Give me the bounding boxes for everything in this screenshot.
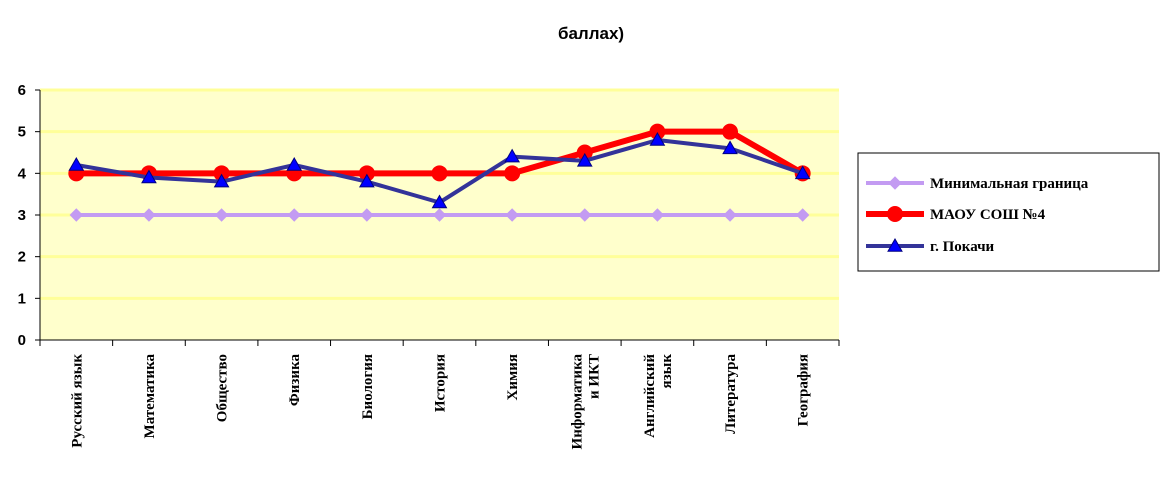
data-point xyxy=(431,165,448,182)
y-tick-label: 0 xyxy=(18,332,26,349)
data-point xyxy=(723,208,737,222)
data-point xyxy=(69,208,84,222)
data-point xyxy=(504,148,520,163)
legend: Минимальная граница МАОУ СОШ №4 г. Покачи xyxy=(857,152,1160,272)
x-category-label: Русский язык xyxy=(69,354,85,448)
data-point xyxy=(68,156,85,171)
series-3 xyxy=(68,131,811,209)
data-point xyxy=(214,208,229,222)
legend-marker xyxy=(887,237,903,252)
data-point xyxy=(504,165,521,182)
x-category-label: Математика xyxy=(142,354,158,439)
data-point xyxy=(287,208,301,222)
data-point xyxy=(141,169,157,184)
x-category-label: Английский xyxy=(642,354,658,438)
x-axis-categories: Русский язык Математика Общество Физика Биол… xyxy=(69,354,811,450)
y-tick-label: 3 xyxy=(18,207,26,224)
x-category-label: язык xyxy=(659,354,675,389)
x-category-label: География xyxy=(796,354,812,426)
x-category-label: и ИКТ xyxy=(586,354,602,399)
y-tick-label: 2 xyxy=(18,249,26,266)
y-tick-label: 4 xyxy=(18,165,27,182)
legend-label: МАОУ СОШ №4 xyxy=(930,207,1046,223)
x-category-label: Литература xyxy=(723,354,739,434)
y-tick-label: 1 xyxy=(18,290,26,307)
data-point xyxy=(649,131,666,146)
data-point xyxy=(142,208,156,222)
y-tick-label: 5 xyxy=(18,124,26,141)
y-axis-ticks: 0 1 2 3 4 5 6 xyxy=(18,82,40,349)
data-point xyxy=(722,123,739,140)
data-point xyxy=(576,152,593,167)
data-point xyxy=(359,173,375,188)
legend-marker xyxy=(888,176,902,190)
data-point xyxy=(794,165,811,180)
series-1 xyxy=(69,208,810,222)
data-point xyxy=(286,156,303,171)
data-point xyxy=(213,173,230,188)
data-point xyxy=(360,208,374,222)
chart-title: баллах) xyxy=(558,24,624,43)
data-point xyxy=(795,208,810,222)
legend-label: г. Покачи xyxy=(930,239,995,255)
x-category-label: Физика xyxy=(287,354,303,407)
data-point xyxy=(431,194,448,209)
data-point xyxy=(650,208,665,222)
legend-marker xyxy=(887,206,903,222)
x-category-label: Биология xyxy=(360,354,376,419)
data-series xyxy=(68,123,811,222)
data-point xyxy=(505,208,519,222)
series-2 xyxy=(68,123,811,182)
x-category-label: Общество xyxy=(215,354,231,422)
legend-label: Минимальная граница xyxy=(930,176,1089,192)
data-point xyxy=(578,208,592,222)
x-category-label: Химия xyxy=(505,354,521,400)
x-category-label: Информатика xyxy=(569,354,585,450)
x-category-label: История xyxy=(433,354,449,412)
data-point xyxy=(722,140,738,155)
y-tick-label: 6 xyxy=(18,82,26,99)
data-point xyxy=(432,208,447,222)
